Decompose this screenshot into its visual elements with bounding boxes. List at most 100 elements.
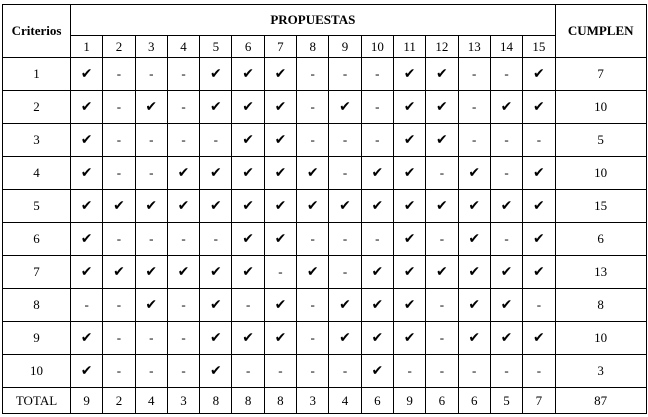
dash-cell: - xyxy=(102,222,136,256)
dash-cell: - xyxy=(134,222,168,256)
check-icon: ✔ xyxy=(199,354,233,388)
check-icon: ✔ xyxy=(134,288,168,322)
check-icon: ✔ xyxy=(522,222,556,256)
dash-cell: - xyxy=(102,90,136,124)
proposal-number: 5 xyxy=(199,35,233,58)
check-icon: ✔ xyxy=(360,321,394,355)
dash-cell: - xyxy=(328,123,362,157)
proposal-numbers-row: 1 2 3 4 5 6 7 8 9 10 11 12 13 14 15 xyxy=(3,35,647,58)
check-icon: ✔ xyxy=(263,189,298,223)
dash-cell: - xyxy=(522,123,556,157)
check-icon: ✔ xyxy=(134,90,168,124)
check-icon: ✔ xyxy=(199,90,233,124)
criterio-label: 3 xyxy=(2,123,71,157)
dash-cell: - xyxy=(425,288,459,322)
check-icon: ✔ xyxy=(296,255,330,289)
check-icon: ✔ xyxy=(392,123,427,157)
check-icon: ✔ xyxy=(231,189,265,223)
dash-cell: - xyxy=(263,354,298,388)
check-icon: ✔ xyxy=(392,222,427,256)
check-icon: ✔ xyxy=(489,288,524,322)
cumplen-value: 3 xyxy=(554,354,647,388)
check-icon: ✔ xyxy=(392,90,427,124)
cumplen-value: 15 xyxy=(554,189,647,223)
total-value: 9 xyxy=(69,387,104,414)
total-value: 6 xyxy=(425,387,459,414)
dash-cell: - xyxy=(425,222,459,256)
check-icon: ✔ xyxy=(296,156,330,190)
check-icon: ✔ xyxy=(328,321,362,355)
table-row: 1 ✔ - - - ✔ ✔ ✔ - - - ✔ ✔ - - ✔ 7 xyxy=(2,57,647,91)
dash-cell: - xyxy=(199,222,233,256)
check-icon: ✔ xyxy=(199,189,233,223)
dash-cell: - xyxy=(166,57,201,91)
total-row: TOTAL 9 2 4 3 8 8 8 3 4 6 9 6 6 5 7 87 xyxy=(2,387,647,414)
dash-cell: - xyxy=(166,321,201,355)
check-icon: ✔ xyxy=(392,288,427,322)
proposal-number: 13 xyxy=(457,35,491,58)
check-icon: ✔ xyxy=(392,156,427,190)
total-value: 4 xyxy=(134,387,168,414)
check-icon: ✔ xyxy=(199,321,233,355)
criterio-label: 9 xyxy=(2,321,71,355)
table-row: 3 ✔ - - - - ✔ ✔ - - - ✔ ✔ - - -5 xyxy=(2,123,647,157)
check-icon: ✔ xyxy=(166,255,201,289)
dash-cell: - xyxy=(102,288,136,322)
check-icon: ✔ xyxy=(231,222,265,256)
check-icon: ✔ xyxy=(199,57,233,91)
check-icon: ✔ xyxy=(296,189,330,223)
check-icon: ✔ xyxy=(231,255,265,289)
proposal-number: 10 xyxy=(360,35,394,58)
check-icon: ✔ xyxy=(522,321,556,355)
cumplen-header: CUMPLEN xyxy=(554,4,647,58)
criterio-label: 8 xyxy=(2,288,71,322)
dash-cell: - xyxy=(457,90,491,124)
table-row: 10 ✔ - - - ✔ - - - - ✔ - - - - -3 xyxy=(2,354,647,388)
dash-cell: - xyxy=(457,57,491,91)
dash-cell: - xyxy=(69,288,104,322)
proposal-number: 15 xyxy=(522,35,556,58)
check-icon: ✔ xyxy=(522,189,556,223)
check-icon: ✔ xyxy=(425,189,459,223)
dash-cell: - xyxy=(102,354,136,388)
check-icon: ✔ xyxy=(328,189,362,223)
check-icon: ✔ xyxy=(522,90,556,124)
check-icon: ✔ xyxy=(457,255,491,289)
dash-cell: - xyxy=(231,354,265,388)
check-icon: ✔ xyxy=(425,255,459,289)
check-icon: ✔ xyxy=(231,90,265,124)
total-value: 6 xyxy=(360,387,394,414)
dash-cell: - xyxy=(425,321,459,355)
dash-cell: - xyxy=(360,57,394,91)
dash-cell: - xyxy=(134,57,168,91)
total-label: TOTAL xyxy=(2,387,71,414)
check-icon: ✔ xyxy=(360,189,394,223)
check-icon: ✔ xyxy=(360,288,394,322)
total-value: 8 xyxy=(231,387,265,414)
proposal-number: 3 xyxy=(134,35,168,58)
check-icon: ✔ xyxy=(263,288,298,322)
cumplen-value: 13 xyxy=(554,255,647,289)
criterios-header: Criterios xyxy=(2,4,71,58)
check-icon: ✔ xyxy=(231,156,265,190)
dash-cell: - xyxy=(360,123,394,157)
proposal-number: 12 xyxy=(425,35,459,58)
proposal-number: 2 xyxy=(102,35,136,58)
check-icon: ✔ xyxy=(392,57,427,91)
dash-cell: - xyxy=(102,123,136,157)
check-icon: ✔ xyxy=(263,321,298,355)
dash-cell: - xyxy=(489,222,524,256)
check-icon: ✔ xyxy=(328,288,362,322)
proposal-number: 6 xyxy=(231,35,265,58)
check-icon: ✔ xyxy=(134,189,168,223)
check-icon: ✔ xyxy=(457,156,491,190)
total-value: 6 xyxy=(457,387,491,414)
check-icon: ✔ xyxy=(263,90,298,124)
table-row: 4 ✔ - - ✔ ✔ ✔ ✔ ✔ - ✔ ✔ - ✔ - ✔ 10 xyxy=(2,156,647,190)
check-icon: ✔ xyxy=(69,90,104,124)
check-icon: ✔ xyxy=(360,354,394,388)
cumplen-value: 8 xyxy=(554,288,647,322)
cumplen-value: 5 xyxy=(554,123,647,157)
cumplen-value: 10 xyxy=(554,321,647,355)
dash-cell: - xyxy=(457,123,491,157)
